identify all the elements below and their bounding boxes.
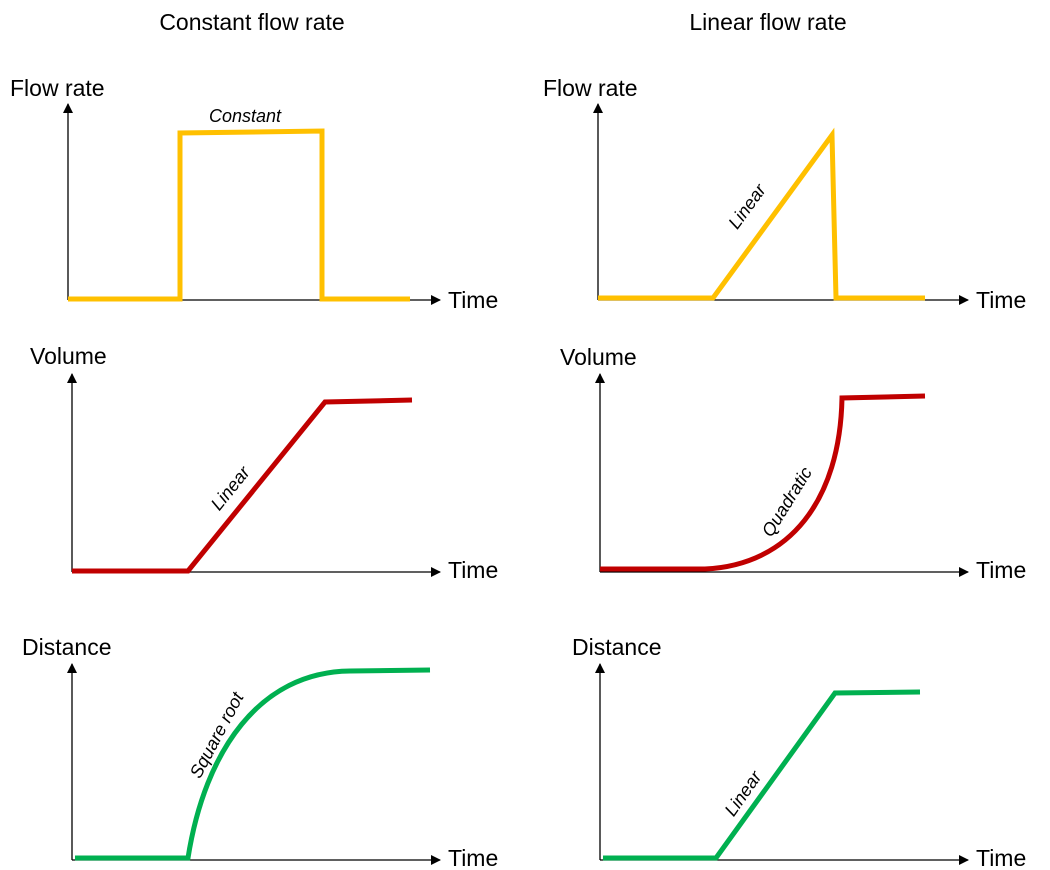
- curve-label: Linear: [207, 462, 255, 514]
- curve: [75, 667, 431, 861]
- y-label: Distance: [572, 634, 661, 660]
- x-label: Time: [976, 557, 1026, 583]
- x-label: Time: [448, 845, 498, 870]
- y-label: Flow rate: [543, 75, 638, 101]
- panel: Distance Time Linear: [572, 634, 1026, 870]
- panel: Volume Time Linear: [30, 343, 498, 583]
- curve-label: Constant: [209, 106, 282, 126]
- curve: [600, 393, 926, 572]
- x-label: Time: [448, 557, 498, 583]
- curve: [598, 127, 925, 301]
- y-label: Flow rate: [10, 75, 105, 101]
- column-title: Linear flow rate: [689, 9, 846, 35]
- x-label: Time: [448, 287, 498, 313]
- column-title: Constant flow rate: [159, 9, 344, 35]
- curve: [603, 689, 921, 861]
- y-label: Volume: [560, 344, 637, 370]
- panel: Flow rate Time Constant: [10, 75, 498, 313]
- y-label: Volume: [30, 343, 107, 369]
- y-label: Distance: [22, 634, 111, 660]
- curve-label: Quadratic: [758, 463, 816, 540]
- panel: Flow rate Time Linear: [543, 75, 1026, 313]
- x-label: Time: [976, 287, 1026, 313]
- curve-label: Linear: [721, 767, 767, 820]
- x-label: Time: [976, 845, 1026, 870]
- panel: Distance Time Square root: [22, 634, 498, 870]
- panel: Volume Time Quadratic: [560, 344, 1026, 583]
- curve: [72, 397, 413, 574]
- curve: [68, 128, 410, 302]
